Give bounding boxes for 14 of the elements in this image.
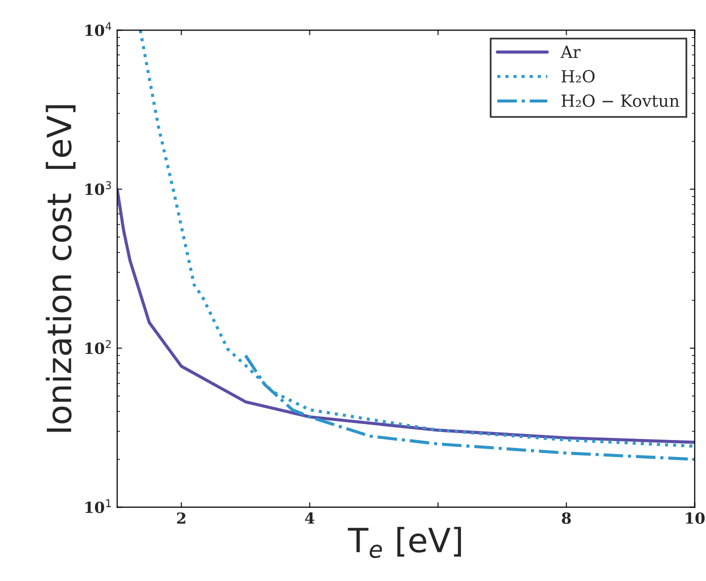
legend-label: H₂O — [562, 70, 595, 83]
y-tick-label: 10$^{1}$ — [85, 499, 111, 514]
legend-label: Ar — [560, 46, 581, 58]
x-axis-title: T$_{e}$ [eV] — [348, 526, 461, 558]
x-tick-label: 8 — [562, 512, 571, 524]
x-tick-label: 2 — [177, 512, 186, 524]
line-series — [117, 188, 695, 444]
legend-label: H₂O − Kovtun — [562, 94, 680, 108]
y-axis-title: Ionization cost [eV] — [46, 105, 76, 432]
y-tick-label: 10$^{3}$ — [85, 181, 111, 196]
x-tick-label: 10 — [686, 512, 705, 524]
y-tick-label: 10$^{2}$ — [85, 340, 111, 354]
y-tick-label: 10$^{4}$ — [85, 22, 112, 36]
x-tick-label: 4 — [305, 512, 314, 524]
